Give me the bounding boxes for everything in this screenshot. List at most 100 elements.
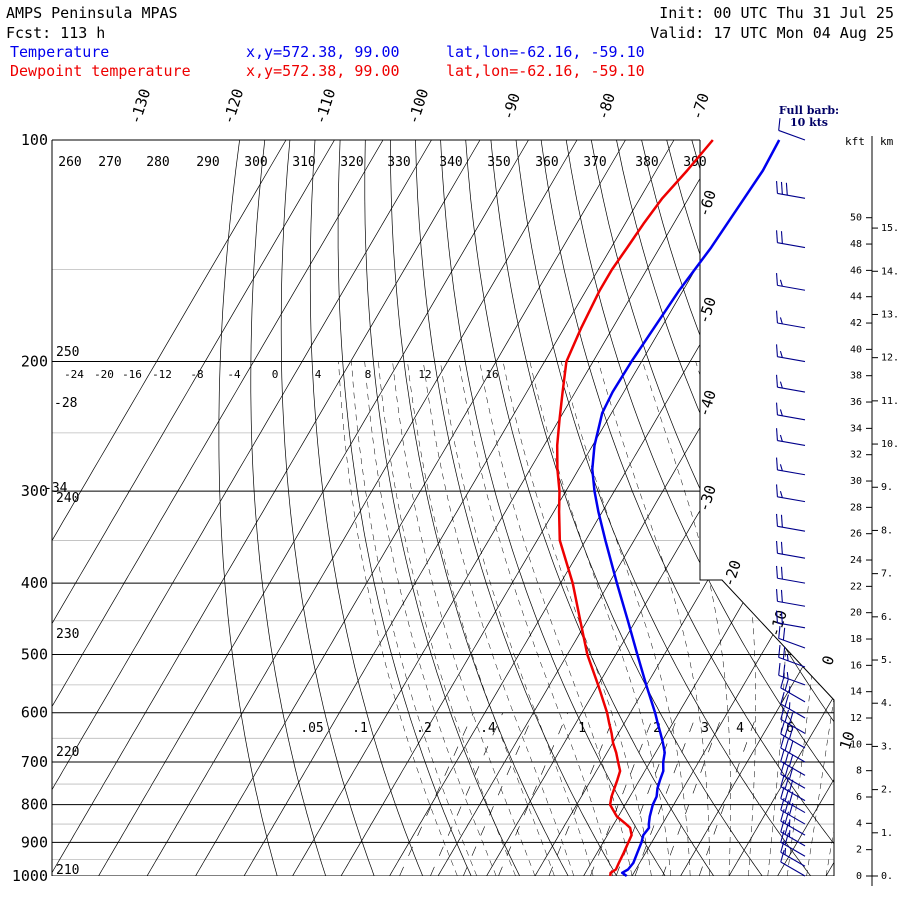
theta-label: 380	[635, 155, 658, 170]
isotherm-line	[52, 140, 481, 876]
kft-tick-label: 50	[850, 213, 862, 224]
legend-label: Dewpoint temperature	[10, 62, 191, 80]
wind-barbs	[776, 118, 806, 877]
upper-temp-scale-label: -16	[122, 368, 142, 381]
wind-barb-full	[776, 344, 778, 357]
mixing-ratio-line	[430, 712, 504, 876]
km-tick-label: 3.	[881, 741, 893, 752]
kft-tick-label: 0	[856, 871, 862, 882]
wind-barb-full	[788, 767, 794, 780]
dry-adiabat-line	[415, 140, 618, 876]
wind-barb	[778, 626, 806, 649]
wind-barb-full	[776, 457, 778, 470]
kft-tick-label: 4	[856, 818, 862, 829]
wind-barb-full	[780, 721, 785, 735]
isotherm-line	[728, 140, 834, 876]
mixing-ratio-label: .2	[416, 721, 432, 736]
moist-adiabat-line	[502, 361, 652, 876]
dewpoint-profile	[555, 139, 714, 877]
wind-barb	[776, 272, 806, 291]
pressure-tick-label: 600	[21, 704, 48, 722]
wind-barb-half	[779, 434, 783, 442]
wind-barb	[780, 749, 806, 776]
wind-barb	[776, 402, 806, 421]
kft-tick-label: 16	[850, 660, 862, 671]
wind-barb-half	[779, 317, 783, 325]
kft-tick-label: 6	[856, 792, 862, 803]
kft-tick-label: 22	[850, 581, 862, 592]
wind-barb-full	[780, 541, 783, 555]
theta-left-label: -34	[44, 481, 68, 496]
wind-barb-full	[784, 678, 790, 691]
isotherm-line	[486, 140, 834, 876]
wind-barb-full	[776, 310, 778, 324]
wind-barb-full	[776, 428, 778, 441]
wind-barb-full	[780, 830, 785, 843]
theta-label: 340	[439, 155, 462, 170]
wind-barb	[780, 849, 806, 877]
km-tick-label: 4.	[881, 698, 893, 709]
theta-label: 270	[98, 155, 121, 170]
wind-barb-full	[780, 849, 785, 863]
kft-tick-label: 46	[850, 265, 862, 276]
wind-barb	[780, 840, 806, 867]
upper-temp-scale-label: 4	[315, 368, 322, 381]
isotherm-line	[52, 140, 287, 876]
height-scale: 0246810121416182022242628303234363840424…	[850, 213, 899, 882]
wind-barb	[778, 118, 806, 141]
kft-tick-label: 42	[850, 318, 862, 329]
wind-barb-full	[782, 646, 786, 660]
upper-temp-scale-label: 12	[418, 368, 431, 381]
dry-adiabat-line	[440, 140, 666, 876]
dry-adiabat-line	[515, 140, 811, 876]
kft-tick-label: 34	[850, 423, 862, 434]
km-tick-label: 15.	[881, 223, 899, 234]
wind-barb-half	[786, 672, 789, 679]
kft-tick-label: 32	[850, 450, 862, 461]
wind-barb-full	[782, 664, 786, 678]
isotherm-line	[389, 140, 820, 876]
wind-barb-full	[784, 694, 790, 707]
legend-label: Temperature	[10, 43, 109, 61]
isotherm-line	[52, 140, 384, 876]
pressure-tick-label: 500	[21, 645, 48, 663]
isotherm-line	[292, 140, 723, 876]
upper-temp-scale-label: -12	[152, 368, 172, 381]
wind-barb-full	[788, 726, 794, 740]
moist-adiabat-line	[806, 361, 834, 876]
wind-barb	[776, 457, 806, 476]
pressure-tick-label: 300	[21, 482, 48, 500]
mixing-ratio-label: 4	[736, 721, 744, 736]
legend-xy: x,y=572.38, 99.00	[246, 43, 400, 61]
moist-adiabat-line	[351, 361, 478, 876]
wind-barb-staff	[777, 577, 806, 584]
theta-left-label: 240	[56, 491, 79, 506]
wind-barb-full	[776, 230, 778, 243]
wind-barb-full	[778, 662, 781, 676]
wind-barb-staff	[777, 414, 806, 421]
wind-barb-full	[780, 566, 783, 580]
theta-label: 280	[146, 155, 169, 170]
theta-label: 290	[196, 155, 219, 170]
upper-temp-scale-label: 16	[485, 368, 498, 381]
theta-left-label: 220	[56, 745, 79, 760]
plot-border	[699, 140, 835, 876]
isotherm-label: 10	[836, 729, 859, 752]
moist-adiabat-line	[786, 361, 825, 876]
wind-barb-full	[776, 540, 778, 554]
forecast-hour: Fcst: 113 h	[6, 24, 105, 42]
wind-barb-staff	[777, 552, 806, 559]
mixing-ratio-label: 1	[578, 721, 586, 736]
theta-label: 260	[58, 155, 81, 170]
init-time: Init: 00 UTC Thu 31 Jul 25	[659, 4, 894, 22]
wind-barb	[776, 513, 806, 532]
kft-axis-label: kft	[845, 135, 865, 148]
background-grid	[52, 140, 834, 876]
moist-adiabat-line	[598, 361, 710, 876]
wind-barb	[776, 565, 806, 584]
dry-adiabat-line	[250, 140, 327, 876]
wind-barb	[776, 610, 806, 629]
pressure-tick-label: 200	[21, 353, 48, 371]
wind-barb	[780, 735, 806, 763]
